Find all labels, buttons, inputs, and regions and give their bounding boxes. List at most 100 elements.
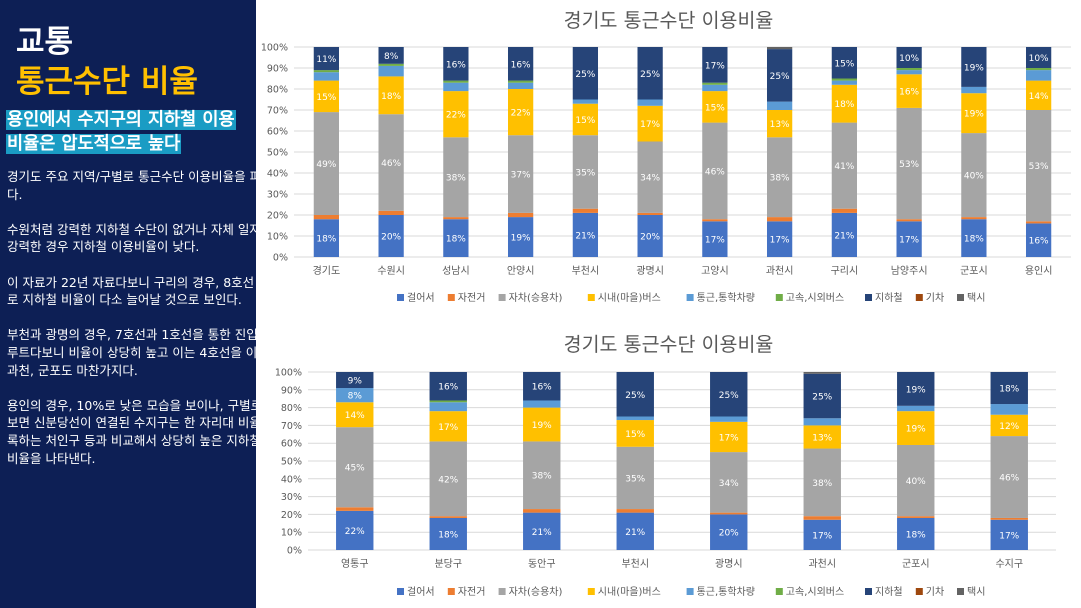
data-label: 21% <box>834 231 854 241</box>
data-label: 49% <box>316 160 336 170</box>
y-tick-label: 60% <box>267 127 288 138</box>
bar-segment <box>637 105 663 142</box>
legend-swatch <box>775 588 783 595</box>
bar-segment <box>616 420 654 447</box>
bar-segment <box>702 122 728 220</box>
data-label: 16% <box>899 88 919 98</box>
bar-segment <box>429 441 467 517</box>
bar-segment <box>378 63 404 66</box>
category-label: 고양시 <box>701 265 729 277</box>
data-label: 13% <box>770 120 790 130</box>
bar-segment <box>710 372 748 417</box>
bar-segment <box>961 133 987 218</box>
data-label: 18% <box>438 530 458 540</box>
bar-segment <box>896 70 922 75</box>
bar-segment <box>443 219 469 257</box>
bar-segment <box>831 208 858 213</box>
bar-segment <box>990 372 1028 405</box>
data-label: 25% <box>625 391 645 401</box>
bar-segment <box>831 80 858 85</box>
bar-segment <box>990 436 1028 518</box>
data-label: 25% <box>770 72 790 82</box>
bar-segment <box>766 47 793 50</box>
bar-segment <box>378 210 404 215</box>
bar-segment <box>443 217 469 220</box>
bar-segment <box>897 372 935 406</box>
bar-segment <box>313 70 340 73</box>
bar-segment <box>336 510 374 550</box>
bar-segment <box>803 373 841 419</box>
data-label: 22% <box>446 111 466 121</box>
bar-segment <box>313 47 340 71</box>
y-tick-label: 10% <box>281 528 302 539</box>
data-label: 20% <box>381 233 401 243</box>
bar-segment <box>313 72 340 81</box>
legend-swatch <box>397 588 404 595</box>
bar-segment <box>803 448 841 517</box>
y-tick-label: 60% <box>281 439 302 450</box>
bar-segment <box>896 219 922 222</box>
bar-segment <box>429 516 467 518</box>
bar-segment <box>429 372 467 401</box>
bar-segment <box>1025 110 1052 222</box>
data-label: 10% <box>899 54 919 64</box>
legend-label: 지하철 <box>875 585 903 598</box>
y-tick-label: 90% <box>281 385 302 396</box>
bar-segment <box>313 219 340 257</box>
y-tick-label: 30% <box>267 190 288 201</box>
bar-segment <box>961 219 987 257</box>
bar-segment <box>429 411 467 442</box>
legend-swatch <box>957 294 964 301</box>
bar-segment <box>378 215 404 257</box>
data-label: 17% <box>899 236 919 246</box>
bar-segment <box>523 400 561 408</box>
legend-label: 시내(마을)버스 <box>598 586 661 598</box>
data-label: 35% <box>625 474 645 484</box>
bar-segment <box>572 103 599 136</box>
legend-label: 통근,통학차량 <box>697 586 755 598</box>
bar-segment <box>831 212 858 257</box>
y-tick-label: 70% <box>267 106 288 117</box>
highlight-text: 용인에서 수지구의 지하철 이용비율은 압도적으로 높다 <box>6 110 236 154</box>
data-label: 15% <box>705 103 725 113</box>
bar-segment <box>336 402 374 428</box>
bar-segment <box>702 47 728 83</box>
y-tick-label: 100% <box>261 43 288 54</box>
bar-segment <box>378 114 404 211</box>
data-label: 46% <box>999 474 1019 484</box>
bar-segment <box>766 221 793 257</box>
bar-segment <box>766 49 793 102</box>
data-label: 40% <box>906 477 926 487</box>
y-tick-label: 40% <box>281 474 302 485</box>
y-tick-label: 90% <box>267 64 288 75</box>
data-label: 17% <box>812 531 832 541</box>
legend-swatch <box>498 588 506 595</box>
data-label: 15% <box>575 116 595 126</box>
highlight-headline: 용인에서 수지구의 지하철 이용비율은 압도적으로 높다 <box>6 108 250 156</box>
bar-segment <box>616 372 654 417</box>
section-title: 교통 <box>16 24 74 60</box>
bar-segment <box>803 516 841 520</box>
legend-label: 기차 <box>926 292 944 304</box>
legend-swatch <box>686 588 694 595</box>
bar-segment <box>702 221 728 257</box>
bar-segment <box>1025 221 1052 224</box>
bar-segment <box>443 82 469 92</box>
bar-segment <box>313 112 340 215</box>
legend-label: 걸어서 <box>407 585 435 598</box>
section-subtitle: 통근수단 비율 <box>16 64 198 100</box>
legend-swatch <box>397 294 404 301</box>
data-label: 20% <box>640 233 660 243</box>
data-label: 9% <box>348 377 363 387</box>
data-label: 14% <box>345 411 365 421</box>
legend-label: 자전거 <box>458 292 486 304</box>
bar-segment <box>616 509 654 513</box>
data-label: 14% <box>1029 92 1049 102</box>
data-label: 17% <box>999 531 1019 541</box>
y-tick-label: 80% <box>267 85 288 96</box>
bar-segment <box>378 76 404 115</box>
data-label: 17% <box>640 120 660 130</box>
legend-label: 자전거 <box>458 586 486 598</box>
legend-swatch <box>587 588 595 595</box>
data-label: 16% <box>446 60 466 70</box>
